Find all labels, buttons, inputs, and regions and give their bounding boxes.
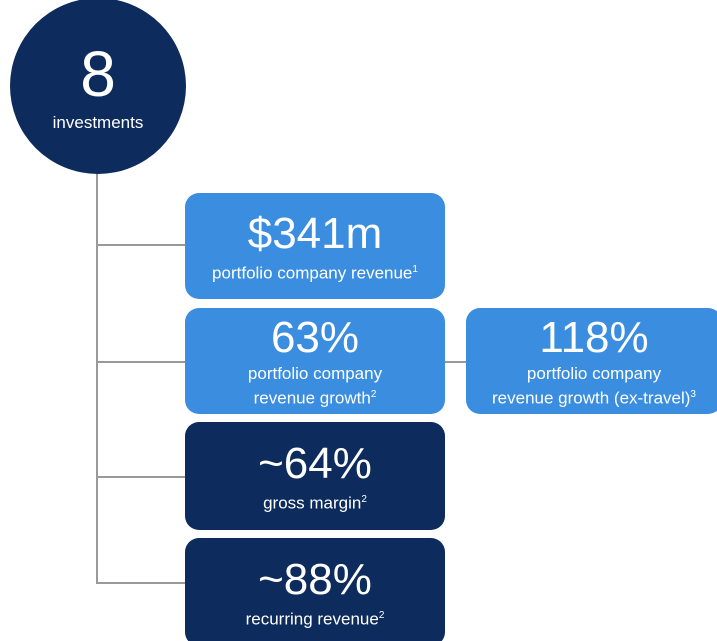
- label-text: revenue growth: [253, 388, 371, 408]
- metric-box: ~64% gross margin2: [185, 422, 445, 530]
- metric-box: 118% portfolio company revenue growth (ex-…: [466, 308, 717, 414]
- label-text: portfolio company revenue: [212, 263, 413, 283]
- label-text: gross margin: [263, 493, 362, 513]
- metric-value: ~88%: [258, 554, 372, 604]
- label-text: portfolio company: [526, 364, 662, 384]
- metric-label: revenue growth2: [254, 384, 377, 409]
- metric-box: ~88% recurring revenue2: [185, 538, 445, 641]
- label-text: recurring revenue: [245, 609, 379, 629]
- metric-label: portfolio company revenue1: [212, 259, 418, 284]
- metric-value: $341m: [247, 208, 383, 258]
- metric-label: recurring revenue2: [246, 605, 385, 630]
- metric-value: 118%: [539, 313, 649, 363]
- label-text: revenue growth (ex-travel): [492, 388, 691, 408]
- metric-label: revenue growth (ex-travel)3: [492, 384, 696, 409]
- metric-value: ~64%: [258, 438, 372, 488]
- footnote-marker: 3: [690, 389, 696, 401]
- footnote-marker: 2: [361, 493, 367, 505]
- metric-label: portfolio company: [248, 363, 382, 384]
- metric-label: portfolio company: [527, 363, 661, 384]
- metric-box: 63% portfolio company revenue growth2: [185, 308, 445, 414]
- metric-value: 63%: [270, 313, 360, 363]
- footnote-marker: 2: [378, 609, 385, 621]
- footnote-marker: 2: [370, 389, 377, 401]
- circle-label: investments: [52, 113, 144, 132]
- circle-value: 8: [80, 38, 116, 110]
- label-text: portfolio company: [247, 364, 383, 384]
- investments-circle: 8 investments: [10, 0, 186, 174]
- metric-label: gross margin2: [263, 489, 367, 514]
- metric-box: $341m portfolio company revenue1: [185, 193, 445, 299]
- footnote-marker: 1: [412, 263, 418, 275]
